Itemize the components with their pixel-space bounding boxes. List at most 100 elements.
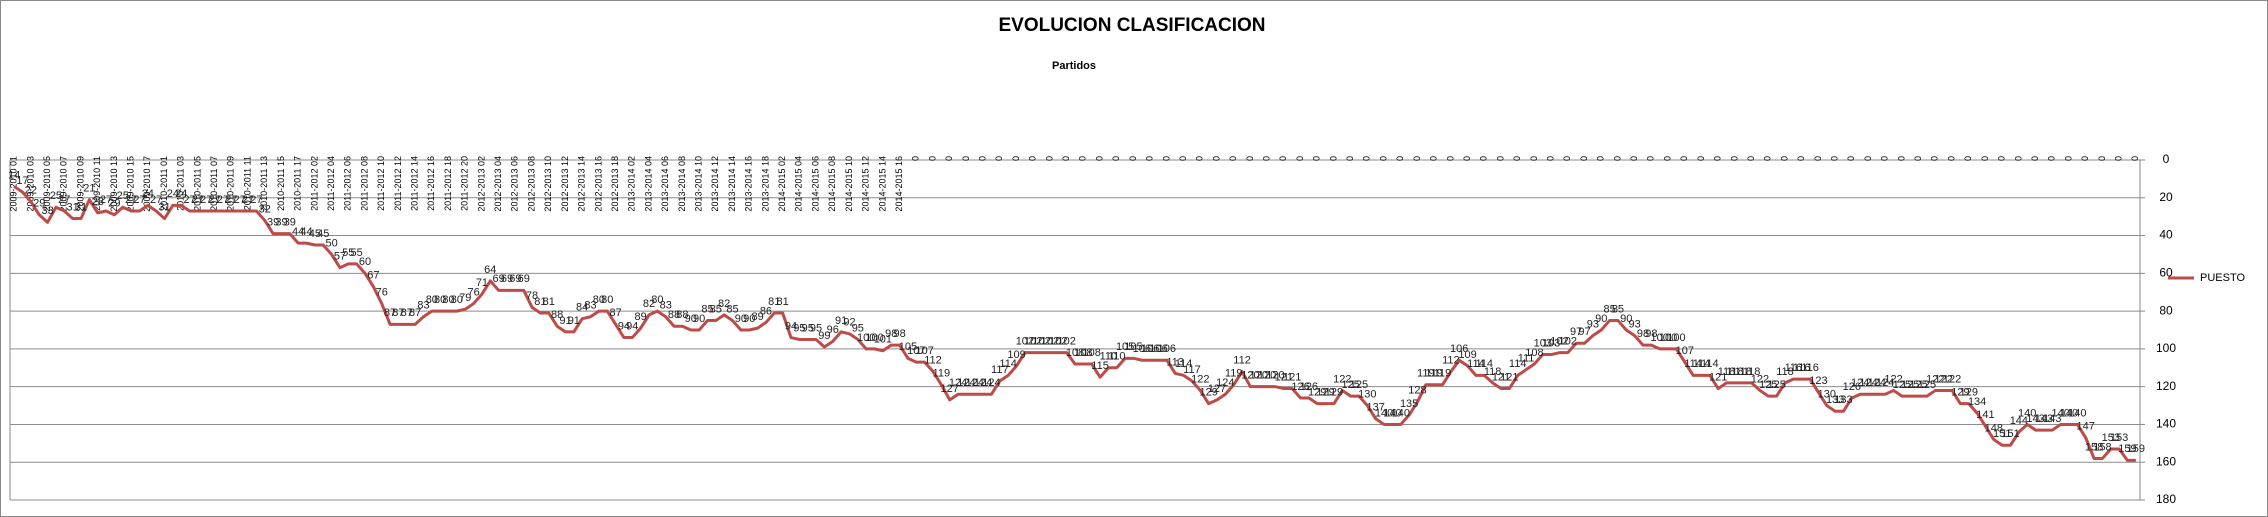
data-label: 102 — [1041, 336, 1059, 348]
data-label: 125 — [1918, 379, 1936, 391]
data-label: 121 — [1283, 371, 1301, 383]
data-label: 134 — [1968, 396, 1986, 408]
x-tick-label: 0 — [1529, 156, 1539, 161]
x-tick-label: 2012-2013 02 — [476, 156, 486, 212]
x-tick-label: 0 — [1913, 156, 1923, 161]
data-label: 118 — [1484, 366, 1502, 378]
data-label: 91 — [559, 315, 571, 327]
data-label: 85 — [1612, 303, 1624, 315]
data-label: 129 — [1316, 387, 1334, 399]
x-tick-label: 2012-2013 12 — [560, 156, 570, 212]
x-tick-label: 2014-2015 12 — [861, 156, 871, 212]
data-label: 130 — [1818, 388, 1836, 400]
data-label: 25 — [117, 190, 129, 202]
data-label: 121 — [1709, 371, 1727, 383]
x-tick-label: 0 — [1963, 156, 1973, 161]
x-tick-label: 2013-2014 14 — [727, 156, 737, 212]
data-label: 116 — [1785, 362, 1803, 374]
data-label: 123 — [1809, 375, 1827, 387]
data-label: 143 — [2035, 413, 2053, 425]
data-label: 98 — [1637, 328, 1649, 340]
legend-label: PUESTO — [2200, 272, 2245, 284]
x-tick-label: 0 — [1094, 156, 1104, 161]
x-tick-label: 0 — [1930, 156, 1940, 161]
data-label: 27 — [209, 194, 221, 206]
data-label: 98 — [885, 328, 897, 340]
data-label: 130 — [1358, 388, 1376, 400]
data-label: 102 — [1559, 336, 1577, 348]
data-label: 118 — [1718, 366, 1736, 378]
data-label: 91 — [568, 315, 580, 327]
x-tick-label: 0 — [1662, 156, 1672, 161]
data-label: 120 — [1241, 370, 1259, 382]
data-label: 119 — [1225, 368, 1243, 380]
data-label: 119 — [1425, 368, 1443, 380]
data-label: 106 — [1158, 343, 1176, 355]
data-label: 118 — [1734, 366, 1752, 378]
x-tick-label: 2013-2014 10 — [693, 156, 703, 212]
data-label: 24 — [167, 188, 179, 200]
y-tick-label: 120 — [2156, 379, 2176, 393]
data-label: 71 — [476, 277, 488, 289]
data-label: 95 — [852, 322, 864, 334]
x-tick-label: 0 — [1078, 156, 1088, 161]
x-tick-label: 2014-2015 08 — [827, 156, 837, 212]
data-label: 24 — [142, 188, 154, 200]
data-label: 100 — [1651, 332, 1669, 344]
data-label: 87 — [401, 307, 413, 319]
x-tick-label: 0 — [1328, 156, 1338, 161]
data-label: 95 — [810, 322, 822, 334]
data-label: 140 — [2051, 407, 2069, 419]
data-label: 122 — [1751, 373, 1769, 385]
data-label: 31 — [158, 201, 170, 213]
data-label: 117 — [1183, 364, 1201, 376]
x-tick-label: 2011-2012 04 — [326, 156, 336, 211]
x-tick-label: 2011-2012 08 — [359, 156, 369, 211]
x-tick-label: 0 — [1813, 156, 1823, 161]
data-label: 125 — [1350, 379, 1368, 391]
data-label: 153 — [2102, 432, 2120, 444]
data-label: 102 — [1032, 336, 1050, 348]
data-label: 82 — [643, 298, 655, 310]
x-tick-label: 2014-2015 04 — [794, 156, 804, 212]
data-label: 98 — [893, 328, 905, 340]
data-label: 91 — [835, 315, 847, 327]
y-tick-label: 100 — [2156, 341, 2176, 355]
x-tick-label: 0 — [1646, 156, 1656, 161]
data-label: 120 — [1250, 370, 1268, 382]
data-label: 89 — [751, 311, 763, 323]
x-tick-label: 2014-2015 14 — [877, 156, 887, 212]
y-tick-label: 180 — [2156, 492, 2176, 506]
data-label: 80 — [426, 294, 438, 306]
x-tick-label: 2014-2015 06 — [810, 156, 820, 212]
line-series — [13, 185, 2136, 462]
data-label: 86 — [760, 305, 772, 317]
data-label: 108 — [1525, 347, 1543, 359]
data-label: 128 — [1408, 385, 1426, 397]
data-label: 144 — [2010, 415, 2028, 427]
data-label: 100 — [857, 332, 875, 344]
x-tick-label: 2011-2012 18 — [443, 156, 453, 211]
x-tick-label: 2012-2013 10 — [543, 156, 553, 212]
data-label: 69 — [509, 273, 521, 285]
data-label: 129 — [1325, 387, 1343, 399]
data-label: 125 — [1909, 379, 1927, 391]
data-label: 121 — [1492, 371, 1510, 383]
x-tick-label: 0 — [1044, 156, 1054, 161]
data-label: 57 — [334, 251, 346, 263]
data-label: 44 — [292, 226, 304, 238]
data-label: 127 — [941, 383, 959, 395]
data-label: 25 — [50, 190, 62, 202]
data-label: 137 — [1367, 402, 1385, 414]
x-tick-label: 2014-2015 16 — [894, 156, 904, 212]
data-label: 93 — [1629, 319, 1641, 331]
data-label: 124 — [1851, 377, 1869, 389]
data-label: 114 — [1684, 358, 1702, 370]
x-tick-label: 2009-2010 11 — [92, 156, 102, 211]
data-label: 69 — [501, 273, 513, 285]
data-label: 27 — [133, 194, 145, 206]
data-label: 27 — [192, 194, 204, 206]
data-label: 151 — [2001, 428, 2019, 440]
data-label: 120 — [1258, 370, 1276, 382]
chart-subtitle: Partidos — [1052, 60, 1096, 72]
